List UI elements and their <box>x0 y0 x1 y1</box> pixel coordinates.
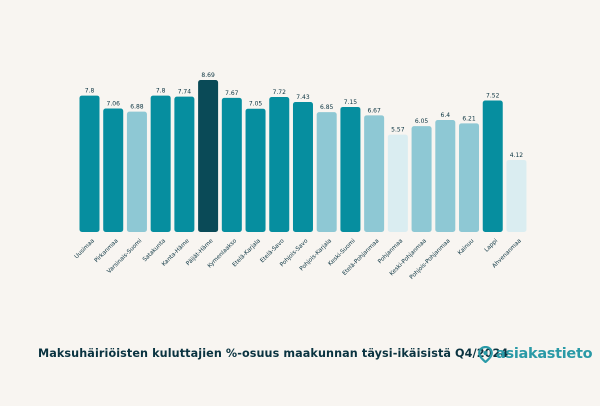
bar-18 <box>482 100 503 233</box>
bar-14 <box>387 134 408 232</box>
category-label-1: Uusimaa <box>74 238 96 260</box>
value-label-8: 7.05 <box>249 101 263 108</box>
bar-15 <box>411 126 432 232</box>
value-label-15: 6.05 <box>415 118 429 125</box>
chart-caption: Maksuhäiriöisten kuluttajien %-osuus maa… <box>38 347 509 360</box>
bar-4 <box>150 95 171 232</box>
value-label-12: 7.15 <box>344 99 358 106</box>
value-label-14: 5.57 <box>391 127 405 134</box>
bar-17 <box>459 123 480 232</box>
bar-19 <box>506 159 527 232</box>
value-label-19: 4.12 <box>510 152 524 159</box>
category-label-18: Lappi <box>484 238 500 254</box>
bar-3 <box>126 111 147 232</box>
value-label-9: 7.72 <box>273 89 287 96</box>
value-label-4: 7.8 <box>156 88 166 95</box>
asiakastieto-logo: asiakastieto <box>478 344 593 364</box>
category-label-4: Satakunta <box>142 238 167 263</box>
category-label-17: Kainuu <box>457 238 476 257</box>
value-label-11: 6.85 <box>320 104 334 111</box>
value-label-16: 6.4 <box>441 112 451 119</box>
bar-16 <box>435 120 456 232</box>
value-label-6: 8.69 <box>201 72 215 79</box>
value-label-1: 7.8 <box>85 88 95 95</box>
value-label-13: 6.67 <box>367 107 381 114</box>
bar-5 <box>174 96 195 233</box>
bar-11 <box>316 112 337 232</box>
bar-1 <box>79 95 100 232</box>
value-label-2: 7.06 <box>107 101 121 108</box>
value-label-18: 7.52 <box>486 92 500 99</box>
bar-13 <box>364 115 385 232</box>
bar-8 <box>245 108 266 232</box>
value-label-17: 6.21 <box>462 115 476 122</box>
logo-wordmark: asiakastieto <box>496 346 593 362</box>
value-label-7: 7.67 <box>225 90 239 97</box>
value-label-5: 7.74 <box>178 89 192 96</box>
value-label-10: 7.43 <box>296 94 310 101</box>
bar-2 <box>103 108 124 232</box>
location-pin-icon <box>478 345 493 363</box>
category-label-16: Pohjois-Pohjanmaa <box>409 238 452 281</box>
bar-9 <box>269 96 290 232</box>
bar-7 <box>221 97 242 232</box>
bar-12 <box>340 106 361 232</box>
bar-10 <box>292 102 313 232</box>
bar-6 <box>198 80 219 232</box>
value-label-3: 6.88 <box>130 104 144 111</box>
